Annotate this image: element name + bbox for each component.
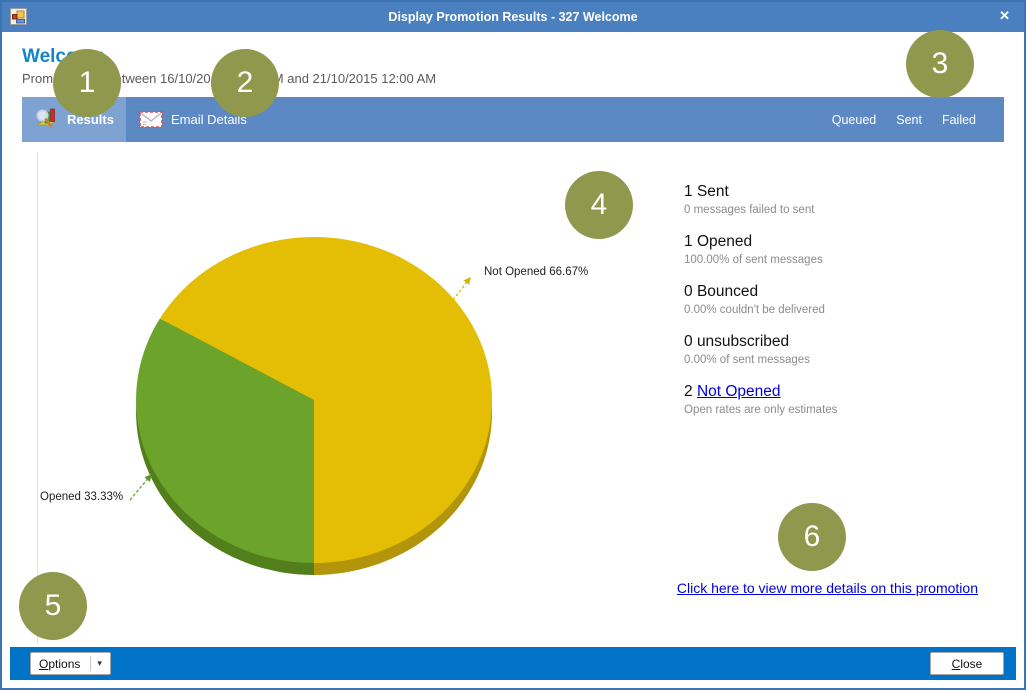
options-button-divider xyxy=(90,656,92,671)
close-icon[interactable]: ✕ xyxy=(999,8,1010,23)
callout-6: 6 xyxy=(778,503,846,571)
bounced-count: 0 xyxy=(684,283,693,300)
sent-label: Sent xyxy=(696,183,729,200)
results-chart-magnifier-icon xyxy=(34,107,60,133)
dropdown-arrow-icon[interactable]: ▾ xyxy=(97,658,102,668)
callout-5: 5 xyxy=(19,572,87,640)
titlebar: Display Promotion Results - 327 Welcome … xyxy=(2,2,1024,32)
view-more-details-link[interactable]: Click here to view more details on this … xyxy=(676,580,978,596)
close-button-label: Close xyxy=(951,656,983,671)
opened-subtext: 100.00% of sent messages xyxy=(684,254,823,266)
opened-count: 1 xyxy=(684,233,693,250)
close-button[interactable]: Close xyxy=(930,652,1004,675)
tab-bar: Results Email Details Queued Sent Failed xyxy=(22,97,1004,142)
stats-list: 1 Sent 0 messages failed to sent 1 Opene… xyxy=(642,182,972,432)
app-icon xyxy=(10,8,28,26)
sent-filter[interactable]: Sent xyxy=(896,112,922,127)
failed-filter[interactable]: Failed xyxy=(941,112,976,127)
promotion-results-pie-chart xyxy=(129,236,493,576)
pie-slice-not-opened xyxy=(159,236,493,563)
pie-label-not-opened: Not Opened 66.67% xyxy=(484,266,589,278)
window-title: Display Promotion Results - 327 Welcome xyxy=(388,10,638,24)
stat-row-not-opened: 2 Not Opened Open rates are only estimat… xyxy=(642,382,972,432)
not-opened-link[interactable]: Not Opened xyxy=(696,383,781,400)
callout-1: 1 xyxy=(53,49,121,117)
bounced-subtext: 0.00% couldn't be delivered xyxy=(684,304,825,316)
sent-subtext: 0 messages failed to sent xyxy=(684,204,815,216)
unsubscribed-subtext: 0.00% of sent messages xyxy=(684,354,810,366)
stat-row-sent: 1 Sent 0 messages failed to sent xyxy=(642,182,972,232)
stat-row-unsubscribed: 0 unsubscribed 0.00% of sent messages xyxy=(642,332,972,382)
callout-3: 3 xyxy=(906,30,974,98)
callout-4: 4 xyxy=(565,171,633,239)
unsubscribed-count: 0 xyxy=(684,333,693,350)
stat-row-bounced: 0 Bounced 0.00% couldn't be delivered xyxy=(642,282,972,332)
chart-panel-border xyxy=(37,152,38,644)
options-button[interactable]: Options ▾ xyxy=(30,652,111,675)
tab-email-details[interactable]: Email Details xyxy=(126,97,259,142)
leader-line-not-opened xyxy=(452,277,471,301)
opened-label: Opened xyxy=(696,233,753,250)
options-button-label: Options xyxy=(39,656,81,671)
leader-line-opened xyxy=(129,474,152,501)
callout-2: 2 xyxy=(211,49,279,117)
email-envelope-icon xyxy=(138,107,164,133)
sent-count: 1 xyxy=(684,183,693,200)
queued-filter[interactable]: Queued xyxy=(831,112,877,127)
not-opened-subtext: Open rates are only estimates xyxy=(684,404,838,416)
footer-bar: Options ▾ Close xyxy=(10,647,1016,680)
tab-email-details-label: Email Details xyxy=(170,112,247,127)
status-filter-labels: Queued Sent Failed xyxy=(832,97,976,142)
pie-label-opened: Opened 33.33% xyxy=(40,491,124,503)
pie-slice-opened xyxy=(136,318,314,563)
bounced-label: Bounced xyxy=(696,283,759,300)
unsubscribed-label: unsubscribed xyxy=(696,333,790,350)
not-opened-count: 2 xyxy=(684,383,693,400)
stat-row-opened: 1 Opened 100.00% of sent messages xyxy=(642,232,972,282)
